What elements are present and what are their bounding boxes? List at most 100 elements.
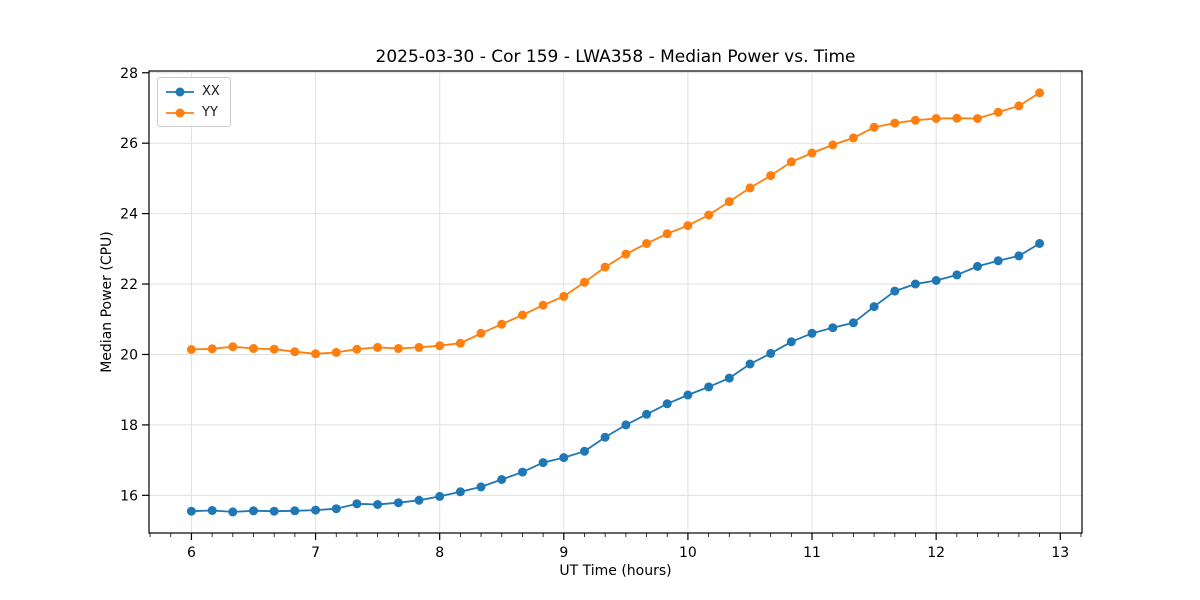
data-point-yy	[621, 249, 631, 259]
data-point-xx	[1035, 239, 1045, 248]
series-line-yy	[191, 92, 1041, 355]
data-point-xx	[352, 499, 362, 509]
data-point-yy	[538, 300, 548, 310]
data-point-xx	[518, 467, 527, 477]
data-point-xx	[848, 318, 858, 328]
data-point-xx	[766, 348, 776, 358]
data-point-yy	[890, 118, 900, 128]
data-point-yy	[807, 148, 817, 158]
data-point-xx	[642, 409, 652, 419]
data-point-yy	[745, 183, 755, 193]
data-point-yy	[724, 197, 734, 207]
y-tick-label: 22	[120, 277, 138, 293]
x-tick-label: 13	[1051, 545, 1069, 561]
legend: XX YY	[157, 77, 231, 127]
chart-title: 2025-03-30 - Cor 159 - LWA358 - Median P…	[375, 47, 856, 67]
data-point-xx	[559, 453, 569, 463]
data-point-xx	[311, 505, 321, 515]
x-axis-label: UT Time (hours)	[559, 563, 672, 579]
data-point-yy	[1035, 88, 1045, 98]
data-point-xx	[269, 506, 279, 516]
legend-line-marker-icon	[166, 87, 194, 96]
data-point-yy	[559, 291, 569, 301]
data-point-yy	[828, 140, 838, 150]
data-point-xx	[414, 495, 424, 505]
x-tick-label: 11	[803, 545, 821, 561]
data-point-xx	[993, 256, 1003, 266]
data-point-xx	[435, 491, 445, 501]
data-point-xx	[952, 270, 962, 280]
data-point-xx	[600, 432, 610, 442]
data-point-yy	[766, 171, 776, 181]
x-tick-label: 8	[435, 545, 444, 561]
x-tick-label: 9	[559, 545, 568, 561]
data-point-xx	[683, 390, 693, 400]
data-point-yy	[518, 310, 527, 320]
data-point-yy	[931, 114, 941, 123]
data-point-xx	[724, 373, 734, 383]
data-point-yy	[1014, 101, 1024, 111]
data-point-xx	[890, 286, 900, 296]
data-point-yy	[600, 262, 610, 272]
data-point-xx	[621, 420, 631, 430]
data-point-xx	[807, 328, 817, 338]
legend-entry-yy: YY	[165, 104, 220, 121]
data-point-yy	[311, 349, 321, 359]
data-point-yy	[393, 344, 403, 353]
data-point-yy	[352, 344, 362, 354]
data-point-xx	[580, 446, 589, 456]
x-tick-label: 10	[679, 545, 697, 561]
data-point-xx	[538, 458, 548, 468]
data-point-yy	[269, 344, 279, 354]
data-point-yy	[786, 157, 796, 167]
data-point-xx	[869, 302, 879, 312]
data-point-xx	[186, 506, 196, 516]
data-point-yy	[290, 347, 300, 357]
y-tick-label: 16	[120, 488, 138, 504]
data-point-xx	[373, 500, 383, 509]
data-point-xx	[745, 359, 755, 369]
data-point-xx	[207, 506, 217, 515]
data-point-yy	[414, 342, 424, 352]
data-point-xx	[828, 323, 838, 333]
data-point-xx	[786, 337, 796, 347]
y-tick-label: 20	[120, 347, 138, 363]
data-point-xx	[228, 507, 238, 517]
x-tick-label: 6	[187, 545, 196, 561]
data-point-xx	[1014, 251, 1024, 261]
data-point-xx	[393, 498, 403, 508]
y-tick-label: 24	[120, 207, 138, 223]
data-point-yy	[704, 210, 714, 220]
data-point-yy	[642, 239, 652, 248]
data-point-yy	[373, 342, 383, 352]
y-tick-label: 28	[120, 66, 138, 82]
data-point-yy	[455, 338, 465, 348]
y-axis-label: Median Power (CPU)	[99, 231, 115, 373]
data-point-yy	[249, 344, 258, 353]
data-point-yy	[580, 277, 589, 287]
data-point-yy	[228, 342, 238, 352]
data-point-xx	[476, 482, 486, 492]
data-point-yy	[435, 341, 445, 351]
legend-label: YY	[202, 105, 218, 120]
data-point-yy	[497, 319, 507, 329]
data-point-yy	[662, 229, 672, 239]
data-point-yy	[910, 115, 920, 125]
legend-label: XX	[202, 84, 220, 99]
data-point-xx	[910, 279, 920, 289]
data-point-yy	[869, 122, 879, 132]
y-tick-label: 26	[120, 136, 138, 152]
data-point-yy	[993, 107, 1003, 117]
data-point-yy	[186, 345, 196, 354]
data-point-yy	[848, 133, 858, 143]
y-tick-label: 18	[120, 418, 138, 434]
data-point-xx	[931, 276, 941, 285]
data-point-yy	[331, 347, 341, 357]
data-point-xx	[662, 399, 672, 409]
data-point-yy	[476, 328, 486, 338]
data-point-yy	[973, 114, 982, 123]
x-tick-label: 7	[311, 545, 320, 561]
data-point-xx	[455, 487, 465, 497]
